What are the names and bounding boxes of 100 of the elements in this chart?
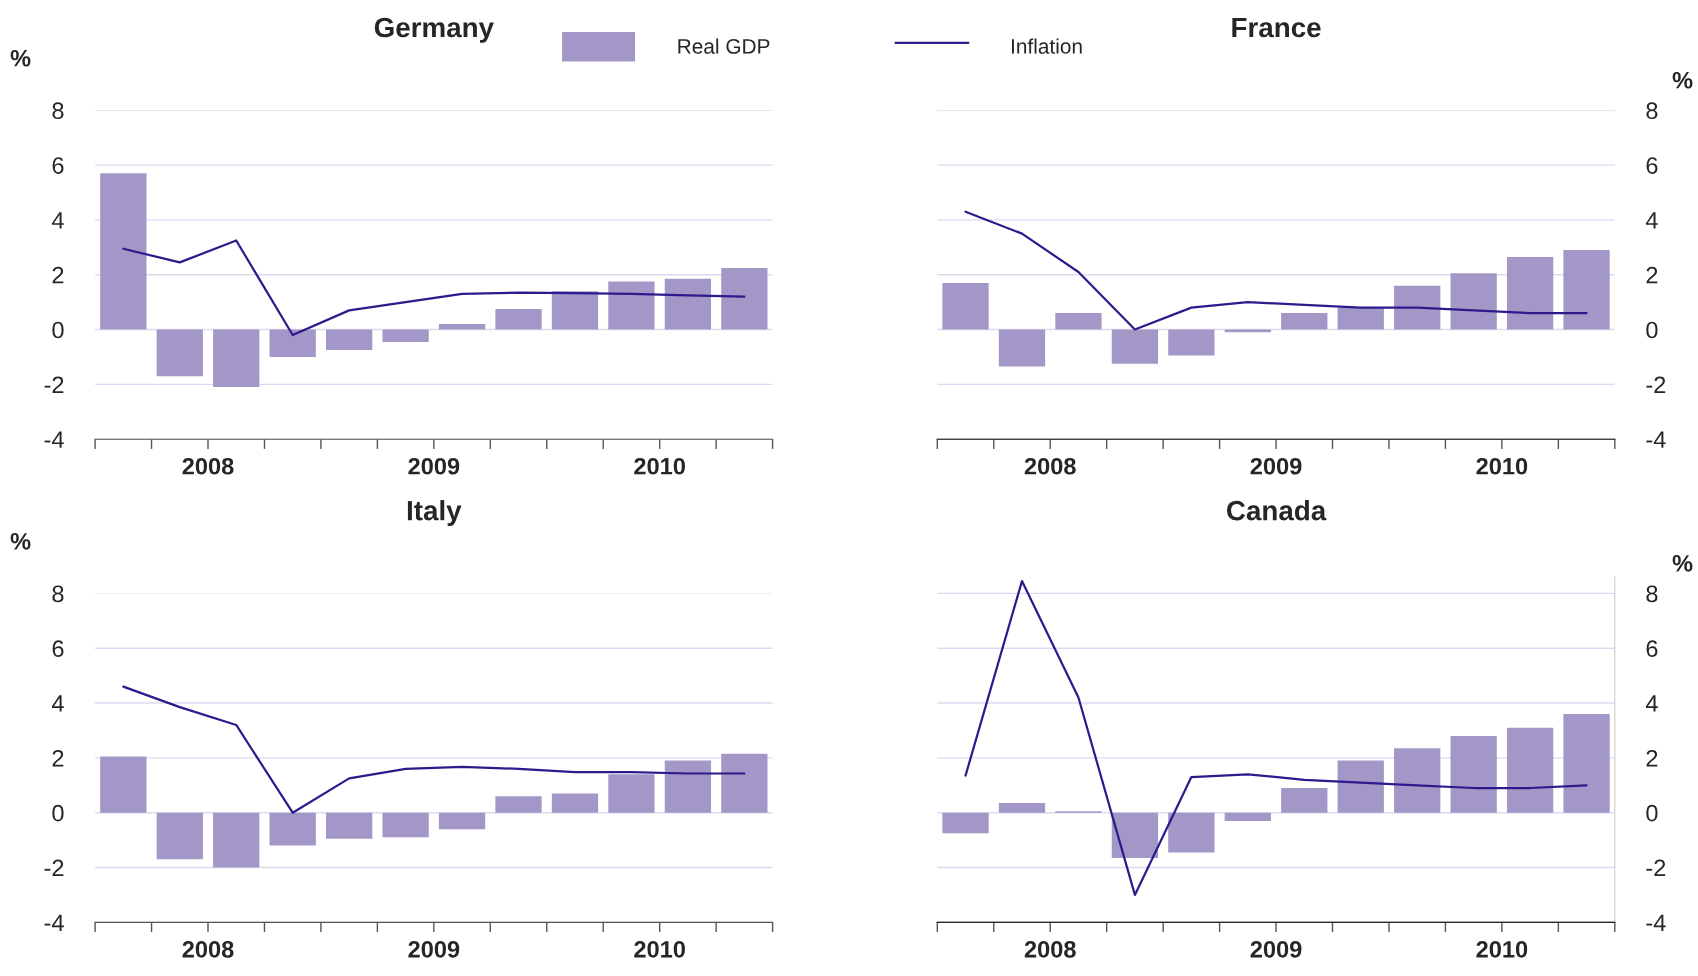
bar: [1168, 329, 1215, 356]
bar: [326, 329, 373, 351]
bar: [100, 756, 147, 813]
y2-tick-label: -2: [1646, 859, 1666, 877]
y-axis-title: %: [10, 533, 31, 550]
bar: [1224, 812, 1271, 821]
y2-tick-label: 6: [1646, 157, 1658, 174]
legend-label: Real GDP: [678, 38, 770, 54]
y2-tick-label: 0: [1646, 804, 1658, 822]
y-tick-label: 2: [52, 266, 64, 284]
x-tick-label: 2008: [182, 457, 234, 475]
y-tick-label: 8: [52, 102, 64, 120]
y2-tick-label: 0: [1646, 321, 1658, 339]
legend-label: Inflation: [1011, 38, 1082, 54]
y2-tick-label: 8: [1646, 102, 1658, 120]
bar: [213, 812, 260, 868]
bar: [438, 812, 486, 830]
y2-tick-label: 6: [1646, 640, 1658, 658]
bar: [1563, 714, 1610, 813]
chart-title: Canada: [1227, 500, 1327, 521]
x-tick-label: 2008: [182, 941, 234, 958]
line-series: [122, 239, 746, 337]
bar: [1281, 313, 1328, 330]
bar: [1055, 313, 1102, 330]
bar: [1563, 250, 1610, 330]
x-tick-label: 2008: [1024, 457, 1076, 475]
bar: [551, 793, 599, 813]
bar: [998, 803, 1046, 813]
y-axis-title: %: [10, 49, 31, 67]
line-series: [964, 579, 1588, 897]
bar: [213, 329, 260, 388]
chart-title: Italy: [407, 500, 462, 526]
y2-tick-label: 4: [1645, 695, 1658, 712]
bar: [1506, 727, 1554, 813]
bar: [326, 812, 373, 839]
chart-title: France: [1232, 17, 1321, 38]
x-tick-label: 2010: [1476, 941, 1528, 958]
bar: [664, 278, 712, 330]
y-tick-label: 0: [52, 804, 64, 822]
y2-tick-label: -2: [1646, 376, 1666, 393]
bar: [1337, 307, 1384, 330]
bar: [100, 173, 147, 330]
bar: [156, 812, 203, 860]
bar: [382, 329, 429, 342]
y2-tick-label: 8: [1646, 585, 1658, 603]
bar: [608, 774, 655, 813]
x-tick-label: 2009: [408, 941, 460, 958]
line-series: [964, 210, 1588, 331]
x-tick-label: 2009: [408, 457, 460, 475]
bar: [721, 267, 768, 330]
bar: [1111, 329, 1159, 364]
bar: [495, 309, 542, 330]
y-tick-label: -2: [44, 376, 64, 393]
bar: [664, 760, 712, 813]
bar: [942, 282, 989, 330]
y-tick-label: 0: [52, 321, 64, 339]
line-series: [122, 685, 746, 814]
bar: [495, 796, 542, 813]
bar: [1281, 788, 1328, 813]
y-tick-label: 8: [52, 585, 64, 603]
bar: [1394, 285, 1441, 330]
x-tick-label: 2008: [1024, 941, 1076, 958]
bar: [551, 291, 599, 330]
y2-axis-title: %: [1672, 71, 1693, 89]
bar: [382, 812, 429, 838]
y2-axis-title: %: [1672, 555, 1693, 572]
y2-tick-label: 4: [1645, 212, 1658, 229]
bar: [998, 329, 1046, 367]
x-tick-label: 2010: [634, 457, 685, 475]
y2-tick-label: 2: [1646, 266, 1658, 284]
y-tick-label: 2: [52, 749, 64, 767]
y2-tick-label: -4: [1646, 914, 1666, 931]
y-tick-label: -4: [44, 431, 64, 448]
bar: [1337, 760, 1384, 813]
x-tick-label: 2010: [634, 941, 685, 958]
bar: [1450, 273, 1497, 330]
y-tick-label: 6: [52, 157, 64, 174]
x-tick-label: 2010: [1476, 457, 1528, 475]
bar: [1450, 735, 1497, 813]
bar: [269, 329, 316, 357]
bar: [1111, 812, 1159, 858]
y-tick-label: 4: [51, 212, 64, 229]
chart-title: Germany: [374, 17, 494, 43]
bar: [156, 329, 203, 377]
y-tick-label: -4: [44, 914, 64, 931]
bar: [269, 812, 316, 846]
bar: [438, 324, 486, 330]
x-tick-label: 2009: [1250, 457, 1302, 475]
bar: [721, 753, 768, 813]
bar: [608, 281, 655, 330]
y2-tick-label: 2: [1646, 749, 1658, 767]
y-tick-label: 4: [51, 695, 64, 712]
x-tick-label: 2009: [1250, 941, 1302, 958]
bar: [1168, 812, 1215, 853]
y2-tick-label: -4: [1646, 431, 1666, 448]
bar: [1394, 748, 1441, 813]
y-tick-label: 6: [52, 640, 64, 658]
bar: [942, 812, 989, 834]
bar: [1506, 256, 1554, 330]
y-tick-label: -2: [44, 859, 64, 877]
